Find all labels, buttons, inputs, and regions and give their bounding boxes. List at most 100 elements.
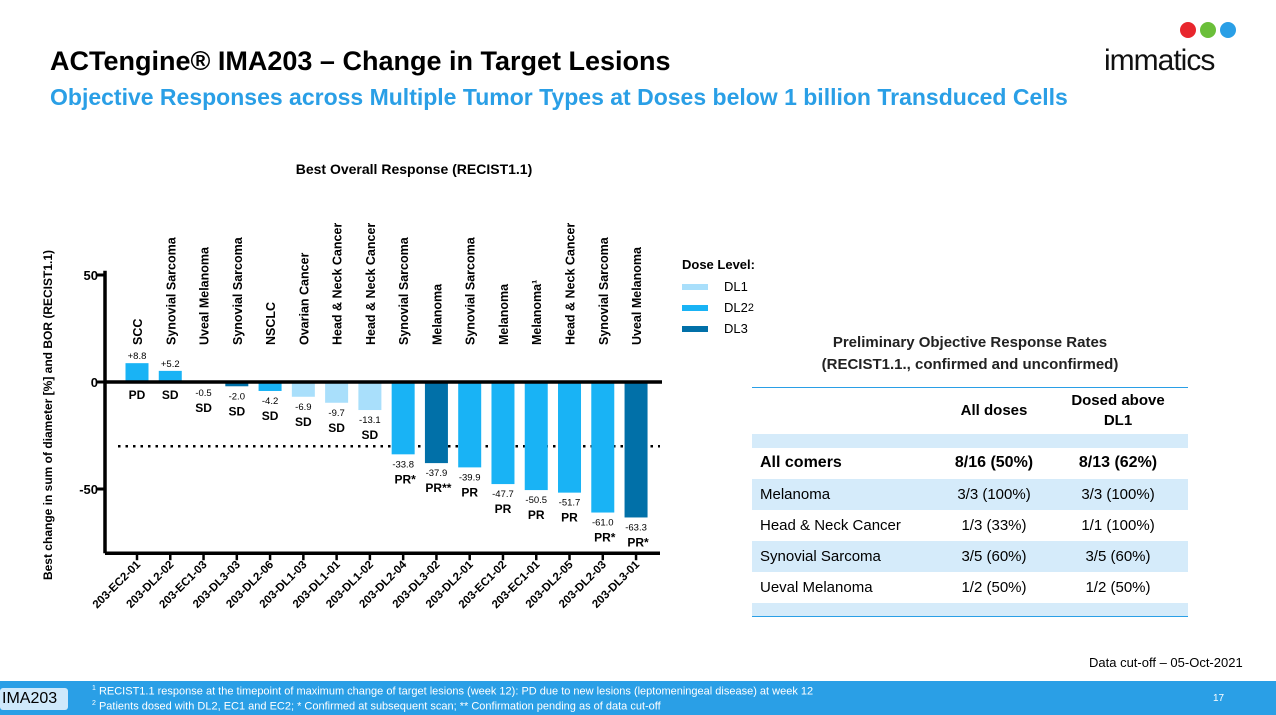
data-label: +8.8 <box>128 351 147 362</box>
tumor-type-label: Melanoma <box>497 283 511 345</box>
data-label: -39.9 <box>459 472 481 483</box>
bar-203-DL2-04 <box>391 382 415 455</box>
cell-all-doses: 3/5 (60%) <box>940 540 1048 572</box>
tumor-type-label: Melanoma <box>430 283 444 345</box>
bar-203-DL2-05 <box>558 382 582 493</box>
orr-title-line2: (RECIST1.1., confirmed and unconfirmed) <box>821 356 1119 373</box>
bor-label: SD <box>228 404 245 418</box>
bor-label: PR <box>528 508 545 522</box>
page-number: 17 <box>1213 693 1225 704</box>
cell-all-doses: 1/3 (33%) <box>961 516 1027 534</box>
data-label: -13.1 <box>359 415 381 426</box>
tumor-type-label: Synovial Sarcoma <box>597 236 611 345</box>
cell-all-doses: 1/2 (50%) <box>961 578 1027 596</box>
tumor-type-label: Synovial Sarcoma <box>164 236 178 345</box>
footnote-marker: 2 <box>92 700 96 707</box>
bor-label: SD <box>162 388 179 402</box>
bar-203-DL2-02 <box>158 370 182 382</box>
bor-label: PR* <box>394 472 416 486</box>
table-row: All comers 8/16 (50%) 8/13 (62%) <box>752 448 1188 479</box>
bar-203-DL2-01 <box>458 382 482 468</box>
cell-all-doses: 8/16 (50%) <box>954 454 1034 471</box>
data-label: -61.0 <box>592 518 614 529</box>
table-row: Ueval Melanoma 1/2 (50%) 1/2 (50%) <box>752 572 1188 603</box>
data-label: -2.0 <box>229 391 245 402</box>
waterfall-chart: Best Overall Response (RECIST1.1) Best ch… <box>41 161 662 611</box>
bor-label: PR <box>495 502 512 516</box>
bor-label: SD <box>195 401 212 415</box>
row-label: Ueval Melanoma <box>760 578 873 596</box>
orr-title-line1: Preliminary Objective Response Rates <box>832 334 1108 351</box>
bor-label: PR* <box>594 531 616 545</box>
tumor-type-label: Head & Neck Cancer <box>364 223 378 345</box>
orr-table: All doses Dosed above DL1 All comers 8/16 … <box>752 387 1188 617</box>
footer-bar <box>0 681 1276 715</box>
y-tick-label: 0 <box>91 375 98 390</box>
legend-title: Dose Level: <box>682 257 755 272</box>
legend-item-dl1: DL1 <box>682 276 755 297</box>
footnote-2: 2 Patients dosed with DL2, EC1 and EC2; … <box>92 700 661 713</box>
immatics-logo: immatics <box>1100 22 1240 77</box>
data-label: -33.8 <box>392 459 414 470</box>
tumor-type-label: Synovial Sarcoma <box>231 236 245 345</box>
table-row: Melanoma 3/3 (100%) 3/3 (100%) <box>752 478 1188 510</box>
data-label: -0.5 <box>195 388 211 399</box>
legend-swatch <box>682 304 708 311</box>
data-label: -50.5 <box>525 495 547 506</box>
data-label: -9.7 <box>328 408 344 419</box>
row-label: Melanoma <box>752 478 940 510</box>
col-all-doses: All doses <box>960 401 1028 419</box>
footnote-text: Patients dosed with DL2, EC1 and EC2; * … <box>95 700 661 713</box>
legend-label: DL3 <box>724 321 748 336</box>
col-dosed-above-dl1: Dosed above DL1 <box>1071 391 1165 429</box>
bar-203-EC1-02 <box>491 382 515 485</box>
tumor-type-label: Ovarian Cancer <box>297 252 311 345</box>
tumor-type-label: Synovial Sarcoma <box>464 236 478 345</box>
data-label: -47.7 <box>492 489 514 500</box>
tumor-type-label: Synovial Sarcoma <box>397 236 411 345</box>
bar-203-DL1-02 <box>358 382 382 411</box>
cell-above-dl1: 3/3 (100%) <box>1048 478 1188 510</box>
data-label: -51.7 <box>559 498 581 509</box>
bor-label: PR <box>461 485 478 499</box>
logo-text: immatics <box>1104 44 1215 77</box>
y-axis-label: Best change in sum of diameter [%] and B… <box>41 250 55 580</box>
data-label: -63.3 <box>625 522 647 533</box>
tumor-type-label: Melanoma¹ <box>530 280 544 345</box>
bar-203-DL1-01 <box>325 382 349 403</box>
table-row: Head & Neck Cancer 1/3 (33%) 1/1 (100%) <box>752 510 1188 541</box>
bar-203-EC1-01 <box>524 382 548 491</box>
data-label: -6.9 <box>295 402 311 413</box>
page-title: ACTengine® IMA203 – Change in Target Les… <box>50 46 671 76</box>
data-label: -37.9 <box>426 468 448 479</box>
legend-item-dl3: DL3 <box>682 318 755 339</box>
tumor-type-label: Uveal Melanoma <box>630 246 644 345</box>
table-spacer <box>752 433 1188 448</box>
bor-label: PR* <box>627 535 649 549</box>
bar-203-DL2-06 <box>258 382 282 391</box>
tumor-type-label: Uveal Melanoma <box>198 246 212 345</box>
footnote-1: 1 RECIST1.1 response at the timepoint of… <box>92 685 813 698</box>
orr-title: Preliminary Objective Response Rates (REC… <box>752 332 1188 376</box>
tumor-type-label: Head & Neck Cancer <box>331 223 345 345</box>
bor-label: SD <box>262 409 279 423</box>
col-label <box>752 388 940 434</box>
legend-swatch <box>682 283 708 290</box>
tumor-type-label: SCC <box>131 319 145 345</box>
chart-legend: Dose Level: DL1 DL2 2 DL3 <box>682 257 755 339</box>
row-label: All comers <box>760 454 842 471</box>
legend-label: DL2 <box>724 300 748 315</box>
footnote-text: RECIST1.1 response at the timepoint of m… <box>95 685 814 698</box>
row-label: Head & Neck Cancer <box>760 516 901 534</box>
table-spacer <box>752 602 1188 617</box>
data-label: +5.2 <box>161 359 180 370</box>
bor-label: PD <box>129 388 146 402</box>
bar-203-DL2-03 <box>591 382 615 513</box>
tumor-type-label: NSCLC <box>264 302 278 345</box>
row-label: Synovial Sarcoma <box>752 540 940 572</box>
bor-label: SD <box>362 428 379 442</box>
cell-above-dl1: 1/2 (50%) <box>1085 578 1151 596</box>
bor-label: PR <box>561 511 578 525</box>
bar-203-EC2-01 <box>125 363 149 382</box>
footnote-marker: 1 <box>92 685 96 692</box>
